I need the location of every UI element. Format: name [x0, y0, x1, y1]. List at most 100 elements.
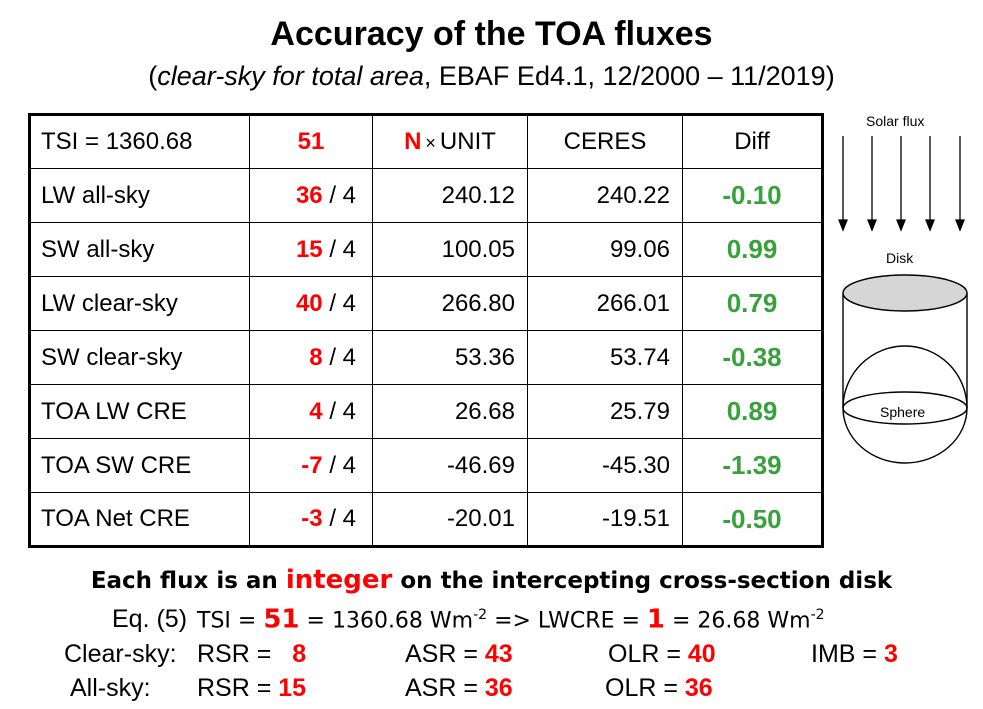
sphere-shape — [842, 345, 968, 425]
note-text-c: on the intercepting cross-section disk — [392, 568, 893, 594]
n-value: 15 — [295, 235, 323, 263]
eq-lw-n: 1 — [646, 604, 665, 635]
row-label: LW all-sky — [29, 168, 250, 223]
diff-value: 0.79 — [726, 288, 778, 318]
eq-end: = 26.68 Wm — [664, 608, 811, 634]
rsr-label: RSR = — [197, 674, 279, 702]
tsi-header: TSI = 1360.68 — [29, 114, 250, 169]
diff-value: 0.99 — [726, 234, 778, 264]
n-div: / 4 — [329, 397, 356, 425]
subtitle-italic: clear-sky for total area — [157, 61, 424, 91]
diff-value: -0.50 — [722, 503, 782, 534]
diff-value: 0.89 — [726, 396, 778, 426]
table-row: LW clear-sky 40 / 4 266.80 266.01 0.79 — [29, 276, 823, 331]
table-row: LW all-sky 36 / 4 240.12 240.22 -0.10 — [29, 168, 823, 223]
row-diff: -0.10 — [682, 168, 823, 223]
equation-line: Eq. (5) TSI = 51 = 1360.68 Wm-2 => LWCRE … — [112, 600, 825, 636]
tsi-n-value: 51 — [297, 128, 325, 155]
ceres-header: CERES — [527, 114, 683, 169]
eq-label: Eq. (5) — [112, 605, 188, 634]
olr-label: OLR = — [608, 640, 688, 668]
row-unit: 266.80 — [372, 276, 528, 331]
asr-label: ASR = — [405, 674, 485, 702]
row-n: 15 / 4 — [249, 222, 373, 277]
flux-table: TSI = 1360.68 51 N × UNIT CERES Diff LW al… — [28, 113, 824, 548]
imb-label: IMB = — [811, 640, 884, 668]
asr-value: 43 — [484, 640, 513, 668]
row-ceres: 266.01 — [527, 276, 683, 331]
row-ceres: 240.22 — [527, 168, 683, 223]
n-header: 51 — [249, 114, 373, 169]
page-title: Accuracy of the TOA fluxes — [270, 15, 713, 53]
row-unit: 53.36 — [372, 330, 528, 385]
rsr-value: 15 — [278, 674, 307, 702]
row-unit: -46.69 — [372, 438, 528, 493]
row-n: 40 / 4 — [249, 276, 373, 331]
diff-value: -0.10 — [722, 180, 782, 210]
n-div: / 4 — [329, 505, 356, 532]
olr-value: 36 — [684, 674, 713, 702]
solar-flux-arrows — [838, 136, 965, 232]
asr-label: ASR = — [405, 640, 485, 668]
n-value: -7 — [301, 451, 323, 479]
all-sky-olr: OLR = 36 — [605, 673, 713, 703]
all-sky-rsr: RSR = 15 — [197, 673, 306, 703]
n-div: / 4 — [329, 289, 356, 317]
row-label: LW clear-sky — [29, 276, 250, 331]
row-diff: 0.89 — [682, 384, 823, 439]
all-sky-label: All-sky: — [70, 674, 151, 702]
row-n: 8 / 4 — [249, 330, 373, 385]
row-unit: 26.68 — [372, 384, 528, 439]
sphere-label: Sphere — [880, 404, 925, 420]
row-n: 4 / 4 — [249, 384, 373, 439]
row-ceres: 53.74 — [527, 330, 683, 385]
n-value: -3 — [301, 505, 323, 532]
row-n: -7 / 4 — [249, 438, 373, 493]
subtitle-rest: , EBAF Ed4.1, 12/2000 – 11/2019) — [423, 61, 835, 91]
diff-value: -1.39 — [722, 450, 782, 480]
table-row: TOA SW CRE -7 / 4 -46.69 -45.30 -1.39 — [29, 438, 823, 493]
n-value: 4 — [309, 397, 323, 425]
diff-header: Diff — [682, 114, 823, 169]
table-header-row: TSI = 1360.68 51 N × UNIT CERES Diff — [29, 114, 823, 169]
n-div: / 4 — [329, 451, 356, 479]
n-div: / 4 — [329, 343, 356, 371]
clear-sky-asr: ASR = 43 — [405, 639, 513, 669]
rsr-label: RSR = — [197, 640, 279, 668]
eq-exp: -2 — [473, 607, 488, 623]
clear-sky-olr: OLR = 40 — [608, 639, 716, 669]
note-integer: integer — [285, 565, 393, 595]
eq-exp2: -2 — [810, 607, 825, 623]
row-unit: 240.12 — [372, 168, 528, 223]
n-div: / 4 — [329, 235, 356, 263]
eq-mid: = 1360.68 Wm — [299, 608, 474, 634]
unit-header: N × UNIT — [372, 114, 528, 169]
eq-tsi-n: 51 — [263, 604, 300, 635]
row-diff: -0.38 — [682, 330, 823, 385]
row-diff: -1.39 — [682, 438, 823, 493]
times-sign: × — [425, 133, 436, 153]
imb-value: 3 — [883, 640, 898, 668]
asr-value: 36 — [484, 674, 513, 702]
eq-arrow: => LWCRE = — [487, 608, 647, 634]
diff-value: -0.38 — [722, 342, 782, 372]
row-n: -3 / 4 — [249, 492, 373, 547]
row-ceres: 99.06 — [527, 222, 683, 277]
row-unit: -20.01 — [372, 492, 528, 547]
n-div: / 4 — [329, 181, 356, 209]
integer-note: Each flux is an integer on the intercept… — [0, 565, 983, 596]
all-sky-asr: ASR = 36 — [405, 673, 513, 703]
clear-sky-imb: IMB = 3 — [811, 639, 898, 669]
row-label: SW clear-sky — [29, 330, 250, 385]
page-subtitle: (clear-sky for total area, EBAF Ed4.1, 1… — [0, 59, 983, 93]
unit-label: UNIT — [439, 128, 496, 155]
row-ceres: -45.30 — [527, 438, 683, 493]
olr-value: 40 — [687, 640, 716, 668]
note-text-a: Each flux is an — [90, 568, 286, 594]
row-diff: 0.79 — [682, 276, 823, 331]
disk-label: Disk — [886, 250, 914, 266]
row-label: TOA SW CRE — [29, 438, 250, 493]
row-label: TOA LW CRE — [29, 384, 250, 439]
n-value: 8 — [309, 343, 323, 371]
olr-label: OLR = — [605, 674, 685, 702]
